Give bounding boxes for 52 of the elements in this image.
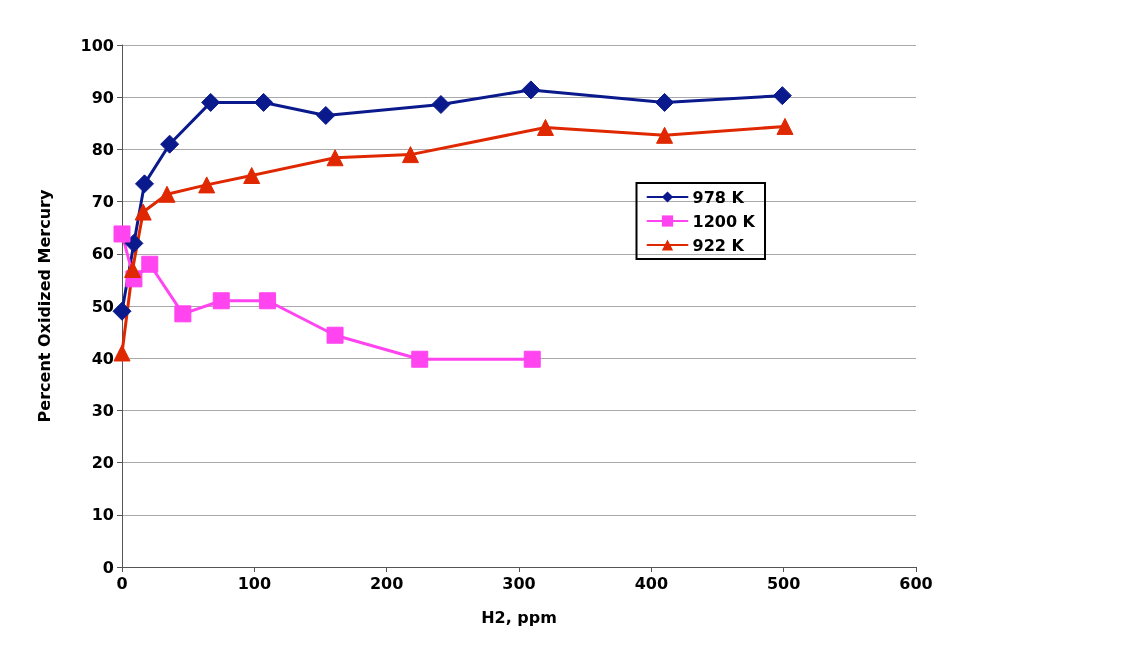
- point: [656, 126, 674, 144]
- point: [326, 326, 344, 344]
- point: [243, 167, 261, 184]
- point: [112, 301, 132, 321]
- point: [201, 92, 221, 112]
- point: [134, 203, 152, 221]
- point: [521, 80, 541, 100]
- point: [158, 185, 176, 203]
- point: [174, 305, 192, 323]
- y-tick-label: 70: [91, 192, 114, 212]
- y-tick-label: 50: [91, 296, 114, 316]
- x-tick-label: 600: [899, 573, 933, 593]
- x-tick-label: 500: [766, 573, 801, 593]
- y-tick-label: 10: [91, 505, 114, 525]
- legend-label: 1200 K: [692, 211, 756, 231]
- point: [536, 118, 554, 136]
- y-tick-label: 30: [91, 400, 114, 420]
- x-tick-label: 400: [634, 573, 669, 593]
- x-axis-title: H2, ppm: [481, 607, 557, 627]
- point: [113, 344, 131, 362]
- legend-label: 922 K: [692, 235, 745, 255]
- y-tick-label: 60: [91, 244, 114, 264]
- point: [124, 260, 142, 278]
- point: [141, 255, 159, 273]
- point: [135, 174, 154, 194]
- y-tick-label: 0: [102, 557, 114, 577]
- y-axis-title: Percent Oxidized Mercury: [34, 189, 54, 423]
- point: [198, 176, 216, 194]
- x-tick-label: 200: [369, 573, 404, 593]
- point: [316, 105, 336, 125]
- point: [411, 350, 429, 368]
- y-tick-label: 100: [80, 35, 114, 55]
- point: [776, 117, 794, 135]
- point: [401, 146, 419, 164]
- y-tick-label: 80: [91, 139, 114, 159]
- y-tick-label: 20: [91, 453, 114, 473]
- point: [431, 95, 451, 115]
- x-tick-label: 0: [116, 573, 128, 593]
- y-tick-label: 40: [91, 348, 114, 368]
- legend-label: 978 K: [692, 187, 745, 207]
- point: [326, 149, 344, 167]
- y-tick-label: 90: [91, 87, 114, 107]
- x-tick-label: 100: [237, 573, 272, 593]
- point: [772, 86, 792, 106]
- point: [523, 350, 541, 368]
- point: [113, 225, 131, 243]
- point: [254, 92, 274, 112]
- x-tick-label: 300: [502, 573, 536, 593]
- point: [212, 292, 230, 310]
- point: [160, 134, 180, 154]
- point: [259, 292, 277, 310]
- point: [655, 92, 675, 112]
